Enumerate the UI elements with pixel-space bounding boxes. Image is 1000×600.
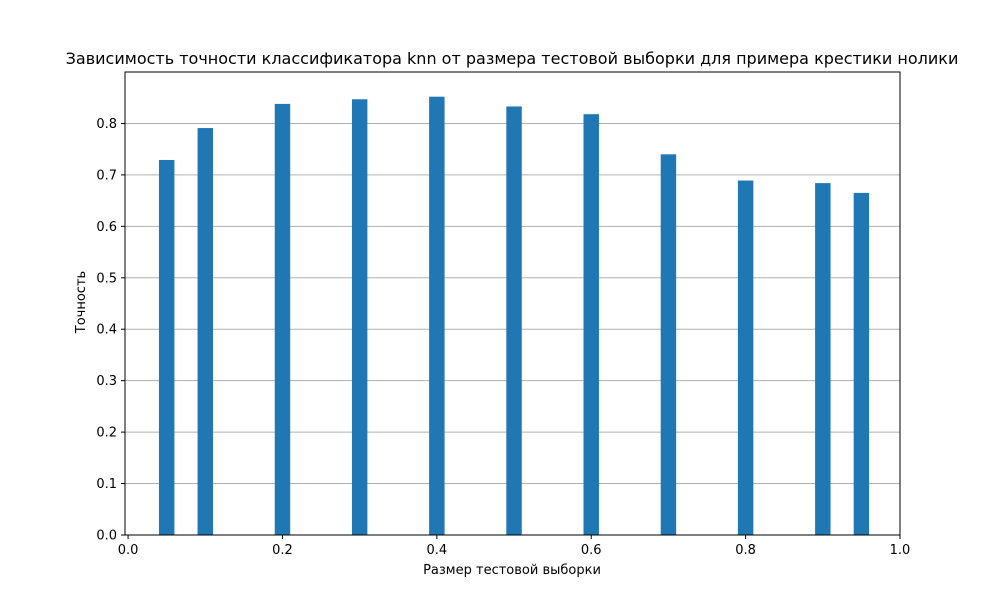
y-axis-label: Точность: [74, 271, 89, 334]
plot-frame: [124, 71, 901, 536]
bar: [506, 106, 522, 536]
x-tick-label: 1.0: [890, 543, 911, 558]
y-tick-label: 0.0: [96, 529, 117, 544]
x-axis-ticks: 0.0 0.2 0.4 0.6 0.8 1.0: [118, 535, 911, 558]
x-axis-label: Размер тестовой выборки: [423, 563, 601, 578]
y-tick-label: 0.4: [96, 323, 117, 338]
y-axis-ticks: 0.0 0.1 0.2 0.3 0.4 0.5 0.6 0.7 0.8: [96, 117, 125, 544]
x-tick-label: 0.0: [118, 543, 139, 558]
bar: [158, 159, 175, 535]
y-tick-label: 0.8: [96, 117, 117, 132]
bar: [660, 154, 677, 536]
bar: [197, 128, 213, 535]
bar: [853, 192, 870, 535]
x-tick-label: 0.8: [735, 543, 756, 558]
y-tick-label: 0.3: [96, 374, 117, 389]
y-tick-label: 0.7: [96, 168, 117, 183]
bar: [429, 96, 445, 536]
bar: [583, 114, 599, 535]
bar: [351, 99, 368, 535]
y-tick-label: 0.1: [96, 477, 117, 492]
bar: [815, 183, 831, 535]
bars: [158, 96, 870, 536]
y-tick-label: 0.6: [96, 220, 117, 235]
x-tick-label: 0.4: [427, 543, 448, 558]
bar: [737, 180, 754, 535]
bar: [274, 103, 291, 535]
y-tick-label: 0.5: [96, 271, 117, 286]
x-tick-label: 0.6: [581, 543, 602, 558]
y-tick-label: 0.2: [96, 426, 117, 441]
chart-title: Зависимость точности классификатора knn …: [66, 49, 959, 68]
x-tick-label: 0.2: [272, 543, 293, 558]
